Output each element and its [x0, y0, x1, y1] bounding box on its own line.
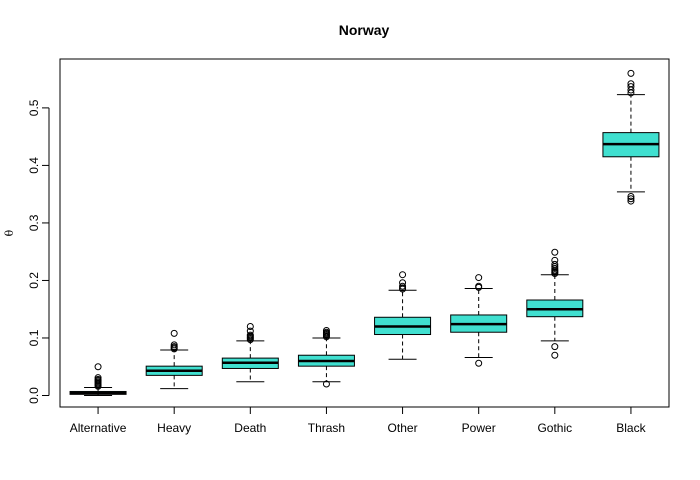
outlier-point	[475, 282, 483, 290]
chart-title: Norway	[339, 22, 390, 38]
outlier-point	[627, 197, 635, 205]
box-heavy	[145, 329, 203, 390]
outlier-point	[246, 327, 254, 335]
outlier-point	[551, 248, 559, 256]
x-tick-label: Gothic	[537, 421, 572, 435]
outlier-point	[170, 341, 178, 349]
x-tick-label: Black	[616, 421, 646, 435]
outlier-point	[627, 83, 635, 91]
plot-frame	[59, 58, 670, 408]
box-black	[602, 69, 660, 205]
outlier-point	[627, 69, 635, 77]
box-thrash	[297, 326, 355, 388]
outlier-point	[94, 363, 102, 371]
y-axis: 0.0 0.1 0.2 0.3 0.4 0.5	[27, 99, 50, 404]
x-tick-label: Other	[388, 421, 418, 435]
y-tick-label: 0.4	[27, 157, 41, 174]
outlier-point	[627, 192, 635, 200]
y-tick-label: 0.5	[27, 99, 41, 116]
outlier-point	[322, 326, 330, 334]
outlier-point	[170, 329, 178, 337]
outlier-point	[246, 322, 254, 330]
boxes-group	[69, 69, 660, 396]
box-power	[450, 274, 508, 367]
outlier-point	[551, 351, 559, 359]
outlier-point	[94, 374, 102, 382]
y-tick-label: 0.3	[27, 214, 41, 231]
outlier-point	[475, 274, 483, 282]
box-alternative	[69, 363, 127, 396]
x-tick-label: Heavy	[157, 421, 191, 435]
outlier-point	[399, 282, 407, 290]
outlier-point	[399, 271, 407, 279]
outlier-point	[627, 80, 635, 88]
outlier-point	[627, 195, 635, 203]
x-tick-label: Death	[234, 421, 266, 435]
box-gothic	[526, 248, 584, 359]
box-other	[374, 271, 432, 360]
outlier-point	[322, 380, 330, 388]
outlier-point	[551, 343, 559, 351]
y-tick-label: 0.1	[27, 329, 41, 346]
y-axis-title: θ	[3, 229, 16, 236]
outlier-point	[551, 260, 559, 268]
x-tick-label: Thrash	[308, 421, 345, 435]
box-death	[221, 322, 279, 383]
outlier-point	[475, 359, 483, 367]
x-tick-label: Alternative	[70, 421, 127, 435]
outlier-point	[551, 256, 559, 264]
x-tick-label: Power	[462, 421, 496, 435]
outlier-point	[399, 279, 407, 287]
outlier-point	[246, 331, 254, 339]
x-axis: Alternative Heavy Death Thrash Other Power Got…	[70, 406, 647, 435]
y-tick-label: 0.2	[27, 272, 41, 289]
y-tick-label: 0.0	[27, 387, 41, 404]
